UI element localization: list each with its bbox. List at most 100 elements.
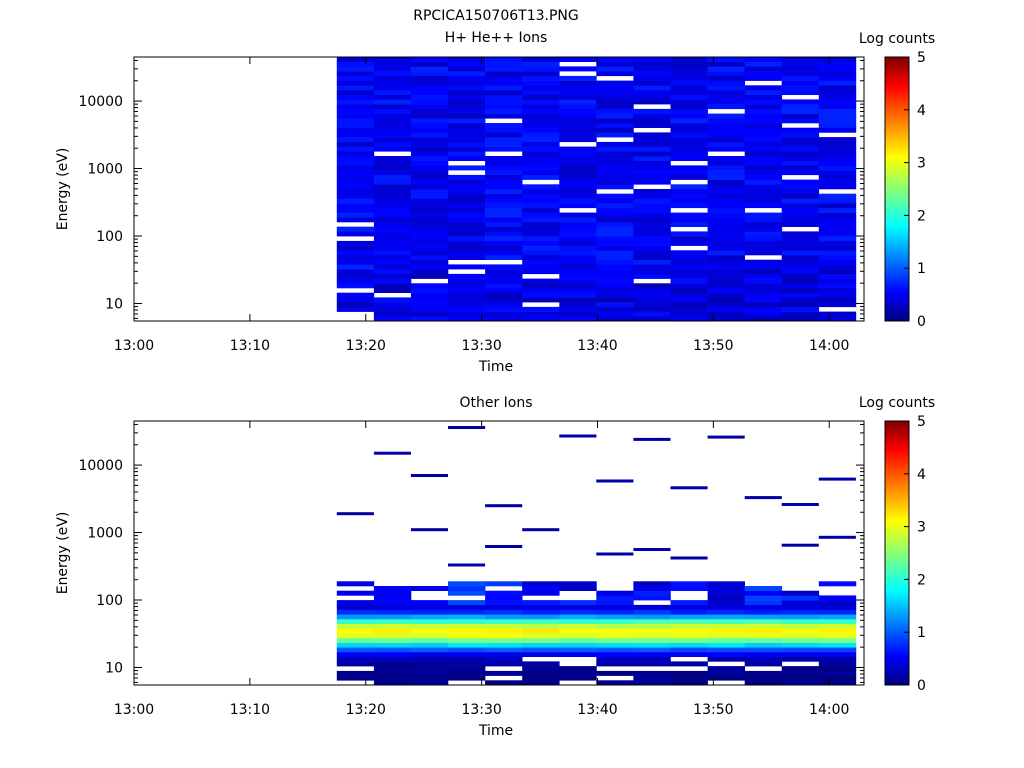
colorbar-tick-label: 0 <box>917 314 926 330</box>
spectrogram-cell <box>336 217 375 223</box>
spectrogram-cell <box>744 193 783 199</box>
spectrogram-cell <box>373 680 412 686</box>
spectrogram-cell <box>336 94 375 100</box>
spectrogram-cell <box>670 600 708 606</box>
spectrogram-cell <box>670 259 708 265</box>
trace-mark <box>485 504 523 508</box>
spectrogram-cell <box>596 198 634 204</box>
spectrogram-cell <box>448 278 486 284</box>
spectrogram-cell <box>818 75 857 81</box>
spectrogram-cell <box>670 174 708 180</box>
spectrogram-cell <box>781 108 820 114</box>
spectrogram-cell <box>559 179 597 185</box>
spectrogram-cell <box>559 113 597 119</box>
spectrogram-cell <box>818 127 857 133</box>
spectrogram-cell <box>707 137 745 143</box>
spectrogram-cell <box>596 90 634 95</box>
spectrogram-cell <box>336 113 375 119</box>
spectrogram-cell <box>336 623 375 629</box>
spectrogram-cell <box>670 94 708 100</box>
spectrogram-cell <box>781 156 820 161</box>
spectrogram-cell <box>707 203 745 209</box>
spectrogram-cell <box>596 278 634 284</box>
spectrogram-cell <box>781 137 820 143</box>
spectrogram-cell <box>744 179 783 185</box>
spectrogram-cell <box>744 156 783 161</box>
x-tick-label: 14:00 <box>809 702 849 718</box>
spectrogram-cell <box>559 160 597 166</box>
spectrogram-cell <box>818 108 857 114</box>
spectrogram-cell <box>559 94 597 100</box>
spectrogram-cell <box>633 240 671 246</box>
spectrogram-cell <box>707 316 745 322</box>
spectrogram-cell <box>522 259 560 265</box>
spectrogram-cell <box>373 297 412 303</box>
x-tick-label: 13:20 <box>346 338 386 354</box>
spectrogram-cell <box>707 292 745 298</box>
spectrogram-cell <box>373 174 412 180</box>
spectrogram-cell <box>670 288 708 293</box>
spectrogram-cell <box>707 90 745 95</box>
spectrogram-cell <box>781 619 820 624</box>
spectrogram-cell <box>485 316 523 322</box>
spectrogram-cell <box>522 255 560 260</box>
spectrogram-cell <box>596 203 634 209</box>
spectrogram-cell <box>744 189 783 194</box>
spectrogram-cell <box>373 637 412 643</box>
spectrogram-cell <box>559 273 597 279</box>
spectrogram-cell <box>373 288 412 293</box>
spectrogram-cell <box>522 75 560 81</box>
trace-mark <box>410 528 448 532</box>
spectrogram-cell <box>410 80 449 86</box>
spectrogram-cell <box>410 99 449 105</box>
spectrogram-cell <box>670 104 708 110</box>
spectrogram-cell <box>633 302 671 308</box>
spectrogram-cell <box>818 156 857 161</box>
panel-1-colorbar-ticks: 0 1 2 3 4 5 <box>904 50 926 330</box>
y-tick-label: 1000 <box>87 162 123 178</box>
spectrogram-cell <box>559 123 597 128</box>
spectrogram-cell <box>596 170 634 176</box>
spectrogram-cell <box>485 113 523 119</box>
spectrogram-cell <box>781 118 820 124</box>
spectrogram-cell <box>410 628 449 634</box>
spectrogram-cell <box>373 156 412 161</box>
spectrogram-cell <box>670 217 708 223</box>
panel-1-colorbar-label: Log counts <box>859 31 935 47</box>
spectrogram-cell <box>670 80 708 86</box>
spectrogram-cell <box>781 680 820 686</box>
spectrogram-cell <box>596 245 634 251</box>
spectrogram-cell <box>448 203 486 209</box>
x-tick-label: 14:00 <box>809 338 849 354</box>
spectrogram-cell <box>633 226 671 232</box>
spectrogram-cell <box>522 642 560 648</box>
spectrogram-cell <box>336 302 375 308</box>
spectrogram-cell <box>707 236 745 242</box>
spectrogram-cell <box>707 141 745 147</box>
spectrogram-cell <box>596 628 634 634</box>
spectrogram-cell <box>559 127 597 133</box>
spectrogram-cell <box>373 108 412 114</box>
spectrogram-cell <box>485 99 523 105</box>
spectrogram-cell <box>485 160 523 166</box>
spectrogram-cell <box>410 614 449 620</box>
spectrogram-cell <box>707 99 745 105</box>
spectrogram-cell <box>818 666 857 672</box>
spectrogram-cell <box>448 273 486 279</box>
spectrogram-cell <box>522 628 560 634</box>
spectrogram-cell <box>373 137 412 143</box>
spectrogram-cell <box>522 57 560 62</box>
spectrogram-cell <box>410 184 449 190</box>
spectrogram-cell <box>373 264 412 270</box>
spectrogram-cell <box>448 647 486 653</box>
spectrogram-cell <box>559 151 597 157</box>
spectrogram-cell <box>781 160 820 166</box>
spectrogram-cell <box>707 283 745 289</box>
spectrogram-cell <box>448 604 486 610</box>
spectrogram-cell <box>596 127 634 133</box>
spectrogram-cell <box>633 264 671 270</box>
spectrogram-cell <box>336 75 375 81</box>
spectrogram-cell <box>559 240 597 246</box>
spectrogram-cell <box>559 283 597 289</box>
